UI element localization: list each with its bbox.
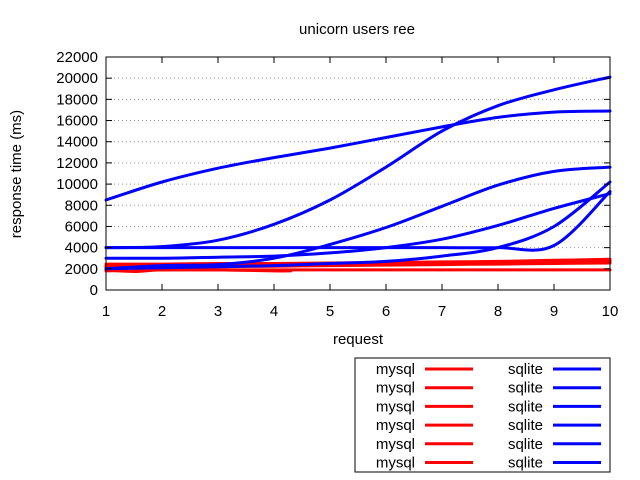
legend-label: sqlite — [508, 436, 543, 453]
y-tick-label: 2000 — [65, 261, 98, 278]
series-line-sqlite — [104, 75, 612, 250]
y-tick-label: 22000 — [56, 49, 98, 66]
y-tick-label: 4000 — [65, 240, 98, 257]
y-axis-label: response time (ms) — [8, 110, 25, 238]
y-tick-label: 20000 — [56, 70, 98, 87]
y-tick-label: 18000 — [56, 91, 98, 108]
legend-label: sqlite — [508, 455, 543, 472]
x-tick-label: 8 — [494, 303, 502, 320]
axis-ticks — [105, 56, 611, 291]
x-tick-labels: 1 2 3 4 5 6 7 8 9 10 — [102, 303, 619, 320]
legend-label: mysql — [376, 436, 415, 453]
series-line-sqlite — [104, 109, 612, 202]
y-tick-label: 10000 — [56, 176, 98, 193]
legend-label: mysql — [376, 361, 415, 378]
x-tick-label: 10 — [602, 303, 619, 320]
y-tick-label: 6000 — [65, 218, 98, 235]
series-line-sqlite — [104, 165, 612, 271]
legend-label: mysql — [376, 398, 415, 415]
x-tick-label: 1 — [102, 303, 110, 320]
series-line-sqlite — [104, 192, 612, 260]
y-tick-label: 8000 — [65, 197, 98, 214]
y-tick-label: 14000 — [56, 134, 98, 151]
x-tick-label: 2 — [158, 303, 166, 320]
legend-label: sqlite — [508, 417, 543, 434]
x-tick-label: 9 — [550, 303, 558, 320]
x-tick-label: 4 — [270, 303, 278, 320]
series-line-mysql — [104, 268, 293, 273]
x-tick-label: 3 — [214, 303, 222, 320]
legend-label: sqlite — [508, 361, 543, 378]
legend-label: mysql — [376, 380, 415, 397]
chart-title: unicorn users ree — [299, 21, 415, 38]
plot-frame — [105, 56, 611, 291]
series-line-sqlite — [104, 180, 612, 271]
x-tick-label: 7 — [438, 303, 446, 320]
legend-label: sqlite — [508, 380, 543, 397]
legend-label: sqlite — [508, 398, 543, 415]
legend-label: mysql — [376, 417, 415, 434]
x-tick-label: 6 — [382, 303, 390, 320]
legend-box — [354, 357, 611, 473]
grid-lines — [106, 77, 610, 270]
y-tick-label: 12000 — [56, 155, 98, 172]
x-tick-label: 5 — [326, 303, 334, 320]
series-line-sqlite — [104, 190, 612, 252]
legend-label: mysql — [376, 455, 415, 472]
y-tick-label: 0 — [90, 282, 98, 299]
x-axis-label: request — [333, 331, 384, 348]
y-tick-labels: 0 2000 4000 6000 8000 10000 12000 14000 16000 180… — [56, 49, 98, 299]
series-lines — [104, 75, 612, 273]
legend: mysqlmysqlmysqlmysqlmysqlmysqlsqlitesqli… — [376, 361, 601, 472]
y-tick-label: 16000 — [56, 113, 98, 130]
